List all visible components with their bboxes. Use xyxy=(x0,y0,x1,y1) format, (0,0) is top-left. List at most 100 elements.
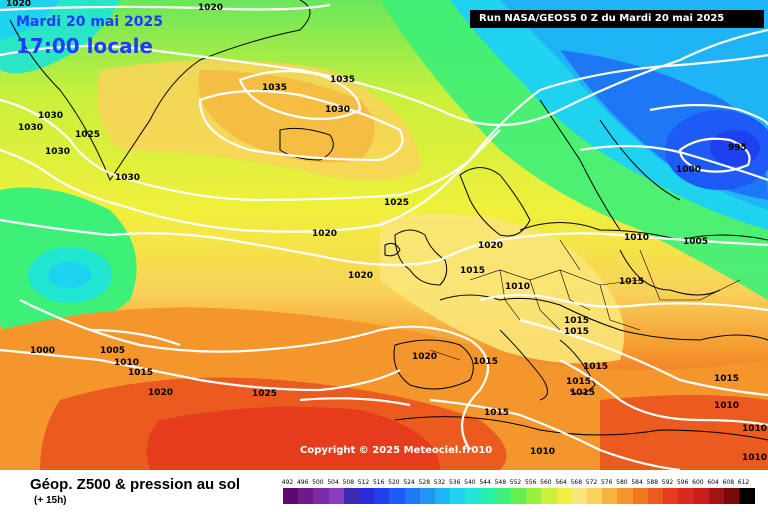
isobar-label: 1025 xyxy=(75,130,100,140)
isobar-label: 1000 xyxy=(30,346,55,356)
scale-tick-label: 508 xyxy=(342,479,355,486)
isobar-label: 1030 xyxy=(18,123,43,133)
model-run-label: Run NASA/GEOS5 0 Z du Mardi 20 mai 2025 xyxy=(470,10,764,28)
isobar-label: 1015 xyxy=(619,277,644,287)
isobar-label: 1010 xyxy=(624,233,649,243)
scale-tick-label: 520 xyxy=(388,479,400,486)
isobar-label: 1015 xyxy=(460,266,485,276)
scale-tick-label: 548 xyxy=(494,479,507,486)
scale-swatch xyxy=(389,488,406,504)
isobar-label: 1010 xyxy=(742,453,767,463)
scale-tick-label: 516 xyxy=(372,479,385,486)
scale-tick-label: 588 xyxy=(646,479,659,486)
isobar-label: 1015 xyxy=(564,316,589,326)
scale-swatch xyxy=(328,488,345,504)
isobar-label: 1005 xyxy=(683,237,708,247)
isobar-label: 1000 xyxy=(676,165,701,175)
scale-tick-label: 564 xyxy=(555,479,567,486)
isobar-label: 1020 xyxy=(348,271,373,281)
color-scale: 492 496 500 504 508 512 516 520 524 528 532 536 540 5… xyxy=(282,479,755,509)
z500-shading xyxy=(0,0,768,470)
scale-tick-label: 496 xyxy=(296,479,309,486)
scale-tick-label: 536 xyxy=(448,479,461,486)
scale-swatch xyxy=(313,488,330,504)
scale-swatch xyxy=(541,488,558,504)
isobars xyxy=(0,3,768,470)
scale-tick-label: 604 xyxy=(707,479,719,486)
scale-swatch xyxy=(723,488,740,504)
isobar-label: 1020 xyxy=(312,229,337,239)
scale-tick-label: 576 xyxy=(600,479,613,486)
scale-swatch xyxy=(708,488,725,504)
scale-swatch xyxy=(404,488,421,504)
isobar-label: 1025 xyxy=(384,198,409,208)
borders xyxy=(429,239,741,361)
scale-swatch xyxy=(587,488,603,504)
isobar-label: 1015 xyxy=(484,408,509,418)
isobar-labels: 1020 1020 1035 1035 1030 1030 1030 1025 … xyxy=(6,0,767,463)
isobar-label: 1015 xyxy=(128,368,153,378)
scale-swatch xyxy=(693,488,710,504)
isobar-label: 1010 xyxy=(505,282,530,292)
scale-swatch xyxy=(450,488,466,504)
isobar-label: 1020 xyxy=(478,241,503,251)
scale-tick-label: 608 xyxy=(722,479,735,486)
isobar-label: 1025 xyxy=(252,389,277,399)
scale-tick-label: 584 xyxy=(631,479,643,486)
scale-tick-label: 528 xyxy=(418,479,431,486)
scale-tick-label: 504 xyxy=(327,479,339,486)
scale-tick-label: 500 xyxy=(312,479,324,486)
scale-swatch xyxy=(556,488,573,504)
isobar-label: 1020 xyxy=(412,352,437,362)
isobar-label: 1030 xyxy=(38,111,63,121)
isobar-label: 1015 xyxy=(564,327,589,337)
isobar-label: 1015 xyxy=(714,374,739,384)
scale-swatch xyxy=(343,488,360,504)
scale-swatch xyxy=(526,488,542,504)
scale-tick-label: 612 xyxy=(737,479,750,486)
isobar-label: 1030 xyxy=(45,147,70,157)
scale-swatch xyxy=(602,488,618,504)
isobar-label: 1010 xyxy=(742,424,767,434)
isobar-label: 1035 xyxy=(262,83,287,93)
scale-tick-label: 560 xyxy=(540,479,552,486)
isobar-label: 1010 xyxy=(714,401,739,411)
isobar-label: 1015 xyxy=(570,388,595,398)
scale-tick-label: 532 xyxy=(433,479,446,486)
scale-swatch xyxy=(480,488,497,504)
scale-swatch xyxy=(571,488,588,504)
scale-tick-label: 580 xyxy=(616,479,628,486)
scale-tick-label: 592 xyxy=(661,479,674,486)
forecast-offset: (+ 15h) xyxy=(34,495,67,506)
scale-swatch xyxy=(298,488,314,504)
scale-swatch xyxy=(511,488,527,504)
isobar-label: 1015 xyxy=(566,377,591,387)
scale-tick-label: 540 xyxy=(464,479,476,486)
isobar-label: 1015 xyxy=(583,362,608,372)
isobar-label: 1035 xyxy=(330,75,355,85)
scale-swatch xyxy=(632,488,649,504)
forecast-time: 17:00 locale xyxy=(16,34,153,58)
isobar-label: 1010 xyxy=(114,358,139,368)
isobar-label: 1010 xyxy=(530,447,555,457)
scale-swatch xyxy=(678,488,694,504)
scale-swatch xyxy=(495,488,512,504)
legend-title: Géop. Z500 & pression au sol xyxy=(30,476,241,493)
scale-swatch xyxy=(419,488,436,504)
scale-swatch xyxy=(283,488,299,504)
scale-tick-label: 552 xyxy=(509,479,522,486)
scale-swatch xyxy=(465,488,482,504)
scale-swatch xyxy=(617,488,634,504)
isobar-label: 1020 xyxy=(6,0,31,9)
forecast-date: Mardi 20 mai 2025 xyxy=(16,14,164,30)
isobar-label: 1020 xyxy=(148,388,173,398)
scale-tick-label: 596 xyxy=(676,479,689,486)
isobar-label: 995 xyxy=(728,143,747,153)
scale-tick-label: 556 xyxy=(524,479,537,486)
scale-tick-label: 544 xyxy=(479,479,491,486)
scale-swatch xyxy=(374,488,390,504)
scale-swatch xyxy=(739,488,755,504)
isobar-label: 1030 xyxy=(325,105,350,115)
scale-tick-label: 568 xyxy=(570,479,583,486)
